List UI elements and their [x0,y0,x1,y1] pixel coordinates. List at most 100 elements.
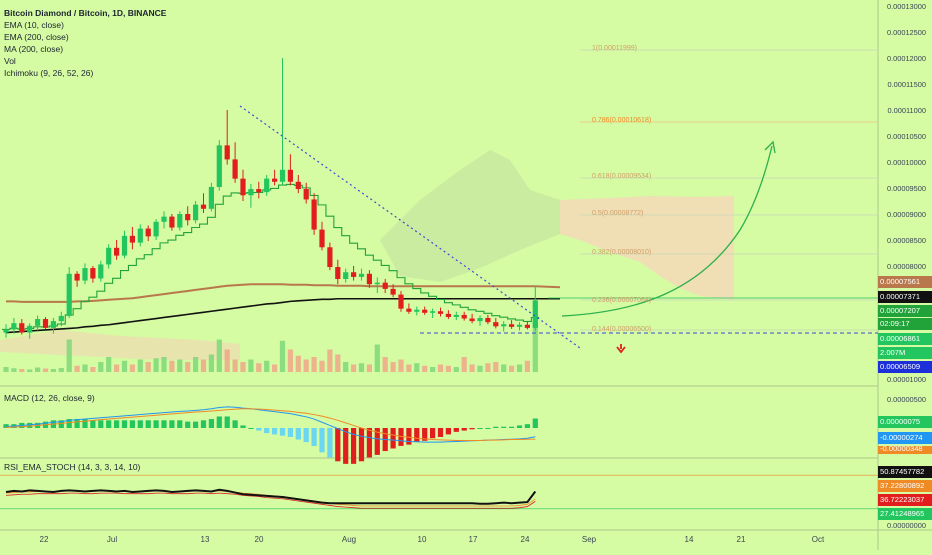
macd-histogram-bar [414,428,420,443]
ema10-price-tag: 0.00007207 [878,305,932,317]
volume-bar [469,364,475,372]
macd-histogram-bar [74,419,80,428]
fib-level-0236: 0.236(0.00007068) [592,297,652,304]
candle-body [358,273,365,277]
candle-body [272,178,278,182]
macd-histogram-bar [469,428,475,430]
ema200-price-tag: 0.00007371 [878,291,932,303]
macd-histogram-bar [445,428,451,435]
volume-bar [232,359,238,372]
indicator-ma200[interactable]: MA (200, close) [4,44,64,54]
volume-tag: 2.007M [878,347,932,359]
macd-histogram-bar [335,428,341,462]
volume-bar [516,364,523,372]
candle-body [50,321,56,328]
candle-body [35,319,41,326]
macd-histogram-bar [193,421,199,428]
macd-histogram-bar [287,428,293,437]
candle-body [193,204,199,221]
volume-bar [493,362,499,372]
volume-bar [335,354,341,372]
volume-bar [153,358,159,372]
macd-histogram-bar [264,428,270,434]
volume-bar [343,362,349,372]
ichimoku-cloud-past [380,150,560,282]
volume-bar [129,364,135,372]
macd-histogram-bar [398,428,404,446]
candle-body [422,309,428,313]
macd-histogram-bar [114,420,120,428]
candle-body [335,267,341,279]
time-axis-label: 14 [684,535,694,544]
time-axis-label: Aug [341,535,357,544]
macd-histogram-bar [319,428,325,453]
volume-bar [106,357,112,372]
macd-histogram-bar [343,428,349,464]
candle-body [493,322,499,327]
price-axis-label: 0.00012000 [886,54,926,63]
volume-bar [437,364,444,372]
time-axis-label: Jul [106,535,118,544]
macd-histogram-bar [532,418,538,428]
macd-line-tag: -0.00000274 [878,432,932,444]
candle-body [327,247,333,268]
candle-body [129,235,135,243]
indicator-volume[interactable]: Vol [4,56,16,66]
macd-histogram-bar [82,419,88,428]
rsi-tag-2: 37.22800892 [878,480,932,492]
indicator-ichimoku[interactable]: Ichimoku (9, 26, 52, 26) [4,68,94,78]
time-axis-label: 17 [468,535,478,544]
indicator-ema200[interactable]: EMA (200, close) [4,32,69,42]
symbol-title[interactable]: Bitcoin Diamond / Bitcoin, 1D, BINANCE [4,8,167,18]
macd-histogram-bar [461,428,467,431]
candle-body [264,178,270,193]
rsi-axis-zero: 0.00000000 [886,521,926,530]
macd-histogram-bar [422,428,428,441]
macd-histogram-bar [374,428,380,455]
candle-body [145,228,151,237]
macd-histogram-bar [303,428,309,443]
candle-body [216,145,222,187]
volume-bar [98,362,104,372]
candle-body [177,214,183,228]
price-axis-label: 0.00012500 [886,28,926,37]
volume-bar [532,322,538,372]
volume-bar [11,368,17,372]
candle-body [74,273,80,281]
candle-body [82,268,88,281]
volume-bar [264,360,270,372]
candle-body [279,169,286,182]
rsi-tag-1: 50.87457782 [878,466,932,478]
fib-level-0618: 0.618(0.00009534) [592,173,652,180]
rsi-title[interactable]: RSI_EMA_STOCH (14, 3, 3, 14, 10) [4,462,141,472]
macd-signal-tag: -0.00000348 [878,446,932,454]
volume-bar [366,364,372,372]
fib-level-0144: 0.144(0.00006500) [592,326,652,333]
projection-curve [561,145,773,317]
macd-histogram-bar [358,428,365,462]
macd-title[interactable]: MACD (12, 26, close, 9) [4,393,95,403]
macd-histogram-bar [516,425,523,428]
volume-bar [240,362,246,372]
macd-histogram-bar [311,428,317,446]
candle-body [382,282,388,289]
macd-histogram-bar [106,420,112,428]
candle-body [11,323,17,330]
volume-bar [272,364,278,372]
volume-bar [485,363,491,372]
macd-histogram-bar [169,420,175,428]
candle-body [27,325,33,333]
candle-body [366,273,372,285]
price-axis-label: 0.00009000 [886,210,926,219]
candle-body [406,308,412,312]
volume-bar [185,362,191,372]
macd-histogram-bar [493,426,499,428]
candle-body [303,189,309,200]
indicator-ema10[interactable]: EMA (10, close) [4,20,64,30]
ema200-line [5,297,536,334]
price-axis-label: 0.00008500 [886,236,926,245]
volume-bar [58,368,64,372]
volume-bar [311,357,317,372]
